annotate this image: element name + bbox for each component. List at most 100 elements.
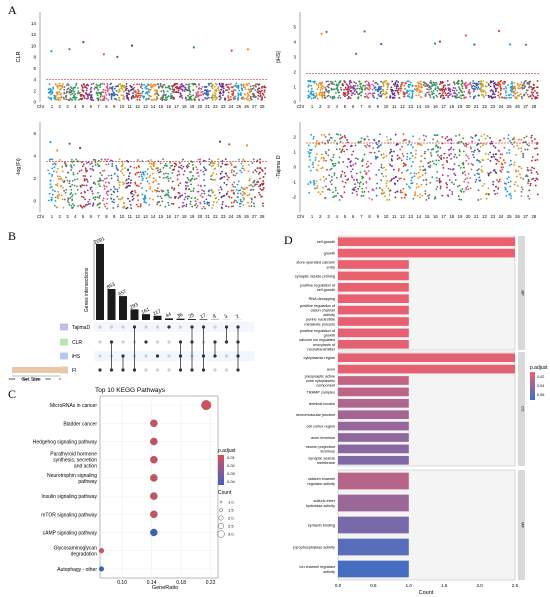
snp-point — [416, 90, 418, 92]
snp-point — [332, 154, 335, 156]
upset-bar-label: 3 — [224, 314, 229, 321]
snp-point — [125, 186, 127, 189]
snp-point — [449, 90, 452, 93]
snp-point — [473, 97, 475, 99]
snp-point — [478, 80, 480, 83]
snp-point — [118, 99, 121, 102]
snp-point — [47, 91, 50, 94]
snp-point — [180, 83, 183, 86]
snp-point — [212, 204, 215, 206]
snp-point — [68, 203, 71, 206]
snp-point — [187, 178, 190, 181]
snp-point — [429, 96, 432, 99]
snp-point — [307, 94, 310, 97]
snp-point — [391, 178, 393, 181]
snp-point — [226, 89, 229, 92]
snp-point — [260, 168, 263, 171]
snp-point — [232, 174, 235, 177]
snp-point — [138, 98, 141, 101]
snp-point — [534, 90, 536, 92]
snp-point — [61, 186, 64, 189]
snp-point — [97, 191, 100, 194]
snp-point — [151, 99, 154, 101]
snp-point — [344, 175, 347, 177]
snp-point — [167, 180, 170, 182]
snp-point — [162, 94, 165, 97]
snp-point — [487, 82, 490, 85]
snp-point — [74, 98, 77, 101]
snp-point — [129, 203, 132, 206]
snp-point — [58, 193, 61, 196]
snp-point — [333, 174, 336, 176]
snp-point — [482, 144, 484, 147]
pathway-label: Autophagy - other — [57, 567, 97, 573]
snp-point — [252, 158, 255, 161]
snp-point — [527, 95, 530, 98]
snp-outlier — [120, 165, 123, 168]
snp-point — [385, 79, 388, 82]
snp-point — [234, 165, 237, 168]
snp-point — [400, 159, 403, 162]
snp-point — [89, 186, 92, 189]
snp-point — [192, 190, 195, 192]
snp-point — [484, 137, 487, 140]
snp-point — [152, 177, 155, 180]
snp-point — [402, 133, 405, 135]
chr-tick-label: 28 — [260, 104, 265, 109]
snp-point — [80, 205, 83, 208]
snp-point — [218, 191, 221, 194]
snp-point — [418, 91, 421, 94]
snp-point — [71, 194, 74, 196]
matrix-dot — [109, 325, 114, 329]
snp-point — [398, 157, 401, 160]
upset-bar — [119, 296, 127, 320]
snp-point — [422, 81, 425, 84]
snp-point — [132, 92, 134, 94]
snp-point — [187, 94, 189, 97]
snp-point — [307, 90, 310, 93]
set-color-chip — [60, 352, 68, 360]
go-term-label: positive regulation of — [300, 329, 336, 333]
snp-point — [337, 83, 340, 86]
snp-point — [326, 90, 329, 93]
snp-point — [98, 206, 101, 209]
snp-point — [90, 98, 93, 101]
snp-point — [427, 197, 430, 200]
snp-point — [329, 180, 332, 183]
snp-point — [197, 171, 199, 174]
snp-point — [56, 167, 59, 170]
snp-point — [217, 87, 219, 90]
chr-tick-label: 4 — [336, 104, 339, 109]
snp-point — [94, 161, 97, 164]
snp-point — [484, 91, 487, 94]
set-size-tick: 1000 — [33, 377, 40, 381]
chr-tick-label: 21 — [205, 104, 210, 109]
pathway-label: Neurotrophin signaling — [47, 473, 97, 479]
snp-point — [323, 94, 326, 97]
snp-point — [430, 82, 433, 85]
snp-point — [444, 84, 446, 87]
snp-point — [55, 171, 58, 173]
pathway-label: degradation — [71, 552, 98, 558]
snp-point — [448, 189, 451, 192]
snp-point — [441, 136, 444, 138]
snp-point — [346, 94, 349, 97]
snp-point — [498, 96, 501, 99]
panel-a-label: A — [8, 3, 17, 17]
snp-point — [217, 163, 220, 166]
snp-point — [58, 82, 61, 85]
snp-point — [443, 96, 446, 99]
snp-point — [408, 93, 411, 96]
snp-point — [64, 191, 67, 194]
snp-point — [92, 99, 95, 102]
snp-point — [262, 205, 265, 207]
snp-point — [66, 171, 69, 174]
snp-point — [522, 178, 525, 180]
snp-point — [470, 168, 473, 171]
chr-tick-label: 5 — [82, 214, 85, 219]
snp-point — [535, 171, 538, 173]
snp-point — [335, 148, 338, 151]
snp-point — [212, 172, 215, 175]
